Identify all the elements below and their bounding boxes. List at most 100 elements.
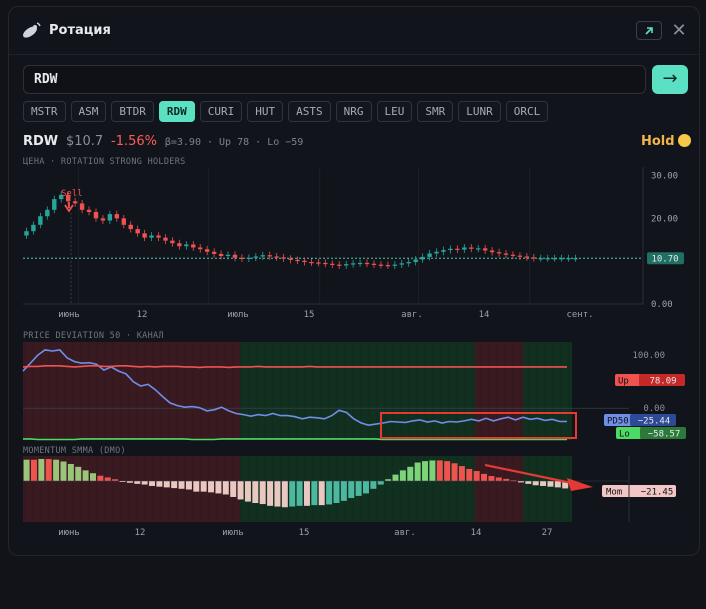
- price-x-tick: 14: [479, 310, 490, 320]
- ticker-chip-asts[interactable]: ASTS: [288, 101, 331, 122]
- candle-body: [128, 224, 133, 230]
- mom-label-value: −21.45: [641, 488, 674, 498]
- momentum-bar: [540, 481, 547, 486]
- momentum-bar: [97, 475, 104, 481]
- signal-dot-icon: [677, 134, 691, 147]
- candle-body: [434, 251, 439, 254]
- momentum-bar: [230, 481, 237, 497]
- momentum-bar: [82, 470, 89, 481]
- momentum-bar: [208, 481, 215, 493]
- momentum-x-tick: июнь: [58, 528, 80, 538]
- pd-lo-name: Lo: [619, 430, 630, 440]
- candle-body: [309, 262, 314, 264]
- close-button[interactable]: ✕: [671, 20, 687, 41]
- price-chart-subtitle: ЦЕНА · ROTATION STRONG HOLDERS: [23, 157, 186, 167]
- regime-band: [475, 456, 523, 522]
- quote-change: -1.56%: [111, 134, 158, 149]
- ticker-chip-btdr[interactable]: BTDR: [111, 101, 154, 122]
- momentum-bar: [53, 459, 60, 481]
- candle-body: [177, 243, 182, 247]
- candle-body: [441, 250, 446, 252]
- ticker-chip-mstr[interactable]: MSTR: [23, 101, 66, 122]
- candle-body: [260, 255, 265, 257]
- sell-arrow-icon: [64, 202, 74, 213]
- ticker-search-input[interactable]: RDW: [23, 65, 646, 94]
- momentum-bar: [185, 481, 192, 490]
- candle-body: [330, 263, 335, 265]
- panel-header: Ротация ✕: [9, 7, 699, 55]
- candle-body: [100, 218, 106, 221]
- last-price-label: 10.70: [651, 255, 678, 265]
- momentum-bar: [436, 460, 443, 481]
- candle-body: [24, 231, 29, 236]
- ticker-chip-rdw[interactable]: RDW: [158, 101, 195, 122]
- pd-y-tick: 0.00: [643, 404, 665, 414]
- momentum-bar: [134, 481, 141, 484]
- momentum-bar: [296, 481, 303, 506]
- momentum-bar: [473, 471, 480, 481]
- ticker-chip-smr[interactable]: SMR: [417, 101, 454, 122]
- signal-badge: Hold: [641, 134, 691, 149]
- candle-body: [156, 235, 161, 238]
- candle-body: [476, 248, 481, 250]
- candle-body: [59, 194, 64, 200]
- regime-band: [475, 342, 523, 440]
- ticker-chip-asm[interactable]: ASM: [70, 101, 107, 122]
- satellite-icon: [23, 22, 41, 38]
- momentum-bar: [237, 481, 244, 500]
- momentum-bar: [326, 481, 333, 505]
- momentum-bar: [547, 481, 554, 487]
- candle-body: [72, 201, 78, 204]
- pd-up-value: 78.09: [649, 377, 676, 387]
- open-external-button[interactable]: [636, 21, 662, 40]
- momentum-x-tick: 15: [299, 528, 310, 538]
- momentum-bar: [289, 481, 296, 507]
- momentum-bar: [532, 481, 539, 486]
- quote-price: $10.7: [65, 134, 104, 149]
- arrow-up-right-icon: [645, 26, 653, 35]
- momentum-bar: [149, 481, 156, 486]
- momentum-bar: [385, 479, 392, 481]
- ticker-chip-hut[interactable]: HUT: [247, 101, 284, 122]
- momentum-bar: [525, 481, 532, 484]
- signal-label: Hold: [641, 134, 675, 149]
- momentum-bar: [495, 477, 502, 481]
- momentum-bar: [30, 459, 37, 481]
- candle-body: [323, 262, 328, 265]
- momentum-bar: [340, 481, 347, 501]
- candle-body: [566, 258, 571, 260]
- ticker-chip-leu[interactable]: LEU: [376, 101, 413, 122]
- candle-body: [211, 251, 217, 254]
- ticker-chip-nrg[interactable]: NRG: [335, 101, 372, 122]
- ticker-chip-curi[interactable]: CURI: [199, 101, 243, 122]
- candle-body: [295, 259, 300, 262]
- ticker-chip-lunr[interactable]: LUNR: [458, 101, 501, 122]
- momentum-bar: [126, 481, 133, 483]
- candle-body: [225, 254, 231, 257]
- momentum-bar: [45, 459, 52, 481]
- momentum-bar: [451, 463, 458, 481]
- candle-body: [545, 258, 550, 260]
- candle-body: [392, 264, 398, 266]
- candle-body: [364, 262, 370, 265]
- momentum-bar: [104, 477, 111, 481]
- price-x-tick: июль: [227, 310, 249, 320]
- mom-label-name: Mom: [606, 488, 622, 498]
- candle-body: [274, 256, 279, 258]
- momentum-bar: [171, 481, 178, 489]
- pd-series-lo-line: [23, 438, 567, 441]
- momentum-x-tick: июль: [222, 528, 244, 538]
- candle-body: [385, 265, 391, 267]
- regime-band: [523, 456, 572, 522]
- ticker-chip-orcl[interactable]: ORCL: [505, 101, 549, 122]
- candle-body: [337, 264, 342, 266]
- trend-arrow-head-icon: [567, 478, 593, 491]
- search-submit-button[interactable]: →: [652, 65, 688, 94]
- candle-body: [559, 258, 564, 260]
- candle-body: [517, 255, 523, 257]
- momentum-bar: [90, 473, 96, 481]
- momentum-bar: [458, 466, 465, 481]
- candle-body: [288, 258, 293, 260]
- ticker-chip-list: MSTR ASM BTDR RDW CURI HUT ASTS NRG LEU SMR LUNR OR…: [23, 101, 549, 122]
- momentum-bar: [503, 478, 510, 481]
